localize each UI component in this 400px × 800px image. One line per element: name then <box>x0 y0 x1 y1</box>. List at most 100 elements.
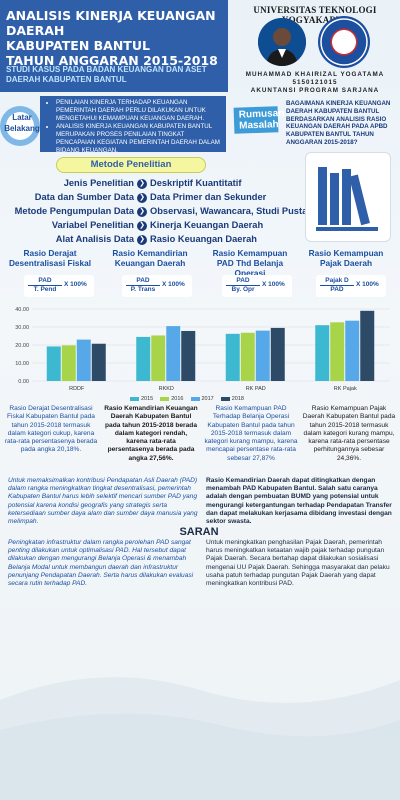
poster-subtitle: STUDI KASUS PADA BADAN KEUANGAN DAN ASET… <box>6 65 226 85</box>
legend-item: 2018 <box>220 396 244 402</box>
metode-row: Data dan Sumber Data ❯ Data Primer dan S… <box>0 192 400 206</box>
formula-numerator: Pajak D <box>320 277 354 286</box>
bar-rkkd-2017 <box>166 326 181 381</box>
rumusan-masalah-text: BAGAIMANA KINERJA KEUANGAN DAERAH KABUPA… <box>286 100 391 146</box>
rumusan-label-line-2: Masalah <box>239 119 279 132</box>
metode-title: Metode Penelitian <box>56 157 206 173</box>
metode-value: Observasi, Wawancara, Studi Pustaka <box>150 206 318 216</box>
bar-rk-pad-2018 <box>270 327 285 381</box>
formula-multiplier: X 100% <box>356 281 379 288</box>
legend-item: 2015 <box>130 396 153 402</box>
metode-label: Alat Analisis Data <box>55 234 134 244</box>
university-name: UNIVERSITAS TEKNOLOGI YOGYAKARTA <box>253 5 377 25</box>
metode-row: Jenis Penelitian ❯ Deskriptif Kuantitati… <box>0 178 400 192</box>
author-name: MUHAMMAD KHAIRIZAL YOGATAMA <box>245 71 385 78</box>
metode-value: Data Primer dan Sekunder <box>150 192 267 202</box>
formula-multiplier: X 100% <box>162 281 185 288</box>
bar-rk-pajak-2015 <box>315 325 330 381</box>
y-tick-label: 30.00 <box>15 325 29 331</box>
chevron-right-icon: ❯ <box>137 179 147 189</box>
ratio-title: Rasio Derajat Desentralisasi Fiskal <box>8 248 92 268</box>
formula-multiplier: X 100% <box>262 281 285 288</box>
legend-swatch <box>160 396 170 401</box>
metode-label: Variabel Penelitian <box>51 220 134 230</box>
title-line-2: KABUPATEN BANTUL <box>6 38 150 53</box>
formula-denominator: P. Trans <box>130 286 156 293</box>
poster-title: ANALISIS KINERJA KEUANGAN DAERAH KABUPAT… <box>6 8 226 68</box>
ratio-title: Rasio Kemandirian Keuangan Daerah <box>112 248 188 268</box>
title-line-3: TAHUN ANGGARAN 2015-2018 <box>6 53 218 68</box>
metode-row: Variabel Penelitian ❯ Kinerja Keuangan D… <box>0 220 400 234</box>
saran-paragraph: Untuk meningkatkan penghasilan Pajak Dae… <box>206 539 390 588</box>
title-line-1: ANALISIS KINERJA KEUANGAN DAERAH <box>6 8 216 38</box>
legend-item: 2017 <box>190 396 214 402</box>
x-tick-label: RDDF <box>69 386 85 392</box>
y-tick-label: 10.00 <box>15 361 29 367</box>
bar-rk-pajak-2017 <box>345 320 360 381</box>
metode-row: Metode Pengumpulan Data ❯ Observasi, Waw… <box>0 206 400 220</box>
saran-paragraph: Peningkatan infrastruktur dalam rangka p… <box>8 539 194 588</box>
ratio-formula: PAD By. Opr X 100% <box>222 275 292 297</box>
author-info: MUHAMMAD KHAIRIZAL YOGATAMA 5150121015 A… <box>232 71 398 95</box>
y-tick-label: 0.00 <box>18 379 29 385</box>
ratio-formula: PAD T. Pend X 100% <box>24 275 94 297</box>
ratio-formula: Pajak D PAD X 100% <box>316 275 386 297</box>
ratio-description: Rasio Kemampuan Pajak Daerah Kabupaten B… <box>302 405 396 462</box>
bar-rddf-2016 <box>61 345 76 381</box>
saran-label: SARAN <box>179 526 219 538</box>
metode-label: Data dan Sumber Data <box>34 192 134 202</box>
saran-paragraph: Untuk memaksimalkan kontribusi Pendapata… <box>8 477 198 526</box>
x-tick-label: RK PAD <box>246 386 266 392</box>
ratio-bar-chart: 0.00 10.00 20.00 30.00 40.00 RDDF RKKD RK PAD RK… <box>15 307 390 392</box>
bar-rk-pad-2017 <box>255 330 270 381</box>
bar-rkkd-2016 <box>151 335 166 381</box>
bar-rk-pad-2016 <box>240 332 255 381</box>
y-tick-label: 20.00 <box>15 343 29 349</box>
author-photo <box>258 18 306 66</box>
ratio-description: Rasio Kemampuan PAD Terhadap Belanja Ope… <box>204 405 298 462</box>
university-seal-icon <box>318 16 370 68</box>
bar-rddf-2018 <box>91 343 106 381</box>
bar-rk-pad-2015 <box>225 333 240 381</box>
ratio-description: Rasio Derajat Desentralisasi Fiskal Kabu… <box>4 405 98 454</box>
bar-rddf-2015 <box>46 346 61 381</box>
books-icon <box>305 152 391 242</box>
formula-denominator: PAD <box>330 286 344 293</box>
metode-row: Alat Analisis Data ❯ Rasio Keuangan Daer… <box>0 234 400 248</box>
chart-legend: 2015 2016 2017 2018 <box>130 396 330 402</box>
legend-swatch <box>130 396 139 401</box>
formula-numerator: PAD <box>126 277 160 286</box>
legend-swatch <box>190 396 200 401</box>
rumusan-masalah-label: Rumusan Masalah <box>233 106 285 134</box>
latar-point: PENILAIAN KINERJA TERHADAP KEUANGAN PEME… <box>56 99 222 122</box>
y-tick-label: 40.00 <box>15 307 29 313</box>
author-nim: 5150121015 <box>292 79 338 86</box>
legend-swatch <box>220 396 230 401</box>
metode-label: Metode Pengumpulan Data <box>14 206 134 216</box>
formula-denominator: By. Opr <box>231 286 255 293</box>
metode-value: Deskriptif Kuantitatif <box>150 178 242 188</box>
metode-label: Jenis Penelitian <box>63 178 134 188</box>
formula-multiplier: X 100% <box>64 281 87 288</box>
formula-numerator: PAD <box>226 277 260 286</box>
chevron-right-icon: ❯ <box>137 235 147 245</box>
subtitle-line-2: DAERAH KABUPATEN BANTUL <box>6 75 127 84</box>
author-program: AKUNTANSI PROGRAM SARJANA <box>250 87 380 94</box>
ratio-title: Rasio Kemampuan Pajak Daerah <box>308 248 384 268</box>
ratio-title: Rasio Kemampuan PAD Thd Belanja Operasi <box>212 248 288 278</box>
bar-rk-pajak-2016 <box>330 322 345 381</box>
subtitle-line-1: STUDI KASUS PADA BADAN KEUANGAN DAN ASET <box>6 65 207 74</box>
formula-denominator: T. Pend <box>33 286 57 293</box>
bar-rkkd-2015 <box>136 336 151 381</box>
legend-item: 2016 <box>160 396 184 402</box>
ratio-description: Rasio Kemandirian Keuangan Daerah Kabupa… <box>104 405 198 462</box>
bar-rk-pajak-2018 <box>360 310 375 381</box>
saran-paragraph: Rasio Kemandirian Daerah dapat ditingkat… <box>206 477 392 526</box>
latar-belakang-box: PENILAIAN KINERJA TERHADAP KEUANGAN PEME… <box>40 96 226 154</box>
ratio-formula: PAD P. Trans X 100% <box>122 275 192 297</box>
chevron-right-icon: ❯ <box>137 193 147 203</box>
bar-rkkd-2018 <box>181 330 196 381</box>
chevron-right-icon: ❯ <box>137 221 147 231</box>
latar-point: ANALISIS KINERJA KEUANGAN KABUPATEN BANT… <box>56 123 222 154</box>
latar-label-line-1: Latar <box>12 113 32 122</box>
